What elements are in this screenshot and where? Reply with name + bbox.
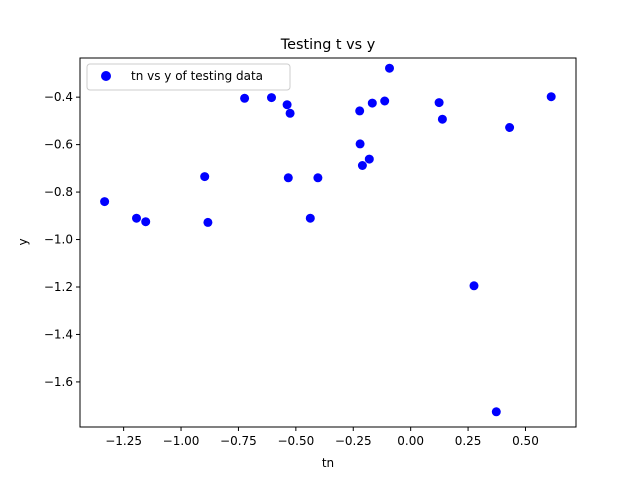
legend: tn vs y of testing data bbox=[86, 63, 291, 91]
data-point bbox=[434, 98, 444, 108]
x-tick-label: −0.75 bbox=[220, 434, 257, 448]
x-axis-label: tn bbox=[322, 456, 334, 470]
legend-marker bbox=[101, 71, 111, 81]
data-point bbox=[285, 108, 295, 118]
data-point bbox=[132, 213, 141, 223]
data-point bbox=[367, 98, 377, 108]
data-point bbox=[355, 106, 365, 116]
data-point bbox=[357, 161, 367, 170]
y-axis-ticks: −1.6 −1.4 −1.2 −1.0 −0.8 −0.6 −0.4 bbox=[44, 90, 80, 389]
data-point bbox=[100, 197, 110, 207]
data-point bbox=[313, 173, 323, 183]
data-point bbox=[437, 114, 447, 124]
data-point bbox=[380, 96, 390, 106]
x-tick-label: −0.25 bbox=[335, 434, 372, 448]
data-point bbox=[305, 213, 315, 223]
y-tick-label: −0.8 bbox=[44, 185, 73, 199]
data-point bbox=[240, 93, 250, 103]
x-tick-label: −1.25 bbox=[105, 434, 142, 448]
data-point bbox=[469, 281, 479, 291]
x-tick-label: −0.50 bbox=[277, 434, 314, 448]
data-point bbox=[546, 92, 556, 102]
y-axis-label: y bbox=[16, 238, 30, 245]
data-point bbox=[491, 407, 501, 417]
legend-label: tn vs y of testing data bbox=[131, 69, 263, 83]
data-point bbox=[200, 172, 210, 182]
y-tick-label: −0.4 bbox=[44, 90, 73, 104]
x-tick-label: 0.00 bbox=[397, 434, 424, 448]
x-tick-label: −1.00 bbox=[163, 434, 200, 448]
y-tick-label: −0.6 bbox=[44, 138, 73, 152]
data-point bbox=[355, 139, 365, 149]
plot-frame bbox=[79, 57, 577, 428]
data-point bbox=[505, 123, 515, 132]
data-point bbox=[283, 173, 293, 183]
x-tick-label: 0.50 bbox=[512, 434, 539, 448]
data-point bbox=[385, 63, 394, 73]
data-point bbox=[203, 217, 213, 227]
chart-title: Testing t vs y bbox=[280, 37, 376, 53]
y-tick-label: −1.0 bbox=[44, 233, 73, 247]
data-points bbox=[100, 63, 556, 417]
data-point bbox=[267, 93, 276, 103]
legend-box bbox=[86, 63, 291, 91]
data-point bbox=[141, 217, 151, 227]
data-point bbox=[282, 100, 292, 110]
y-tick-label: −1.2 bbox=[44, 280, 73, 294]
x-tick-label: 0.25 bbox=[455, 434, 482, 448]
y-tick-label: −1.6 bbox=[44, 375, 73, 389]
data-point bbox=[364, 154, 374, 164]
y-tick-label: −1.4 bbox=[44, 327, 73, 341]
x-axis-ticks: −1.25 −1.00 −0.75 −0.50 −0.25 0.00 0.25 0.50 bbox=[105, 427, 539, 448]
